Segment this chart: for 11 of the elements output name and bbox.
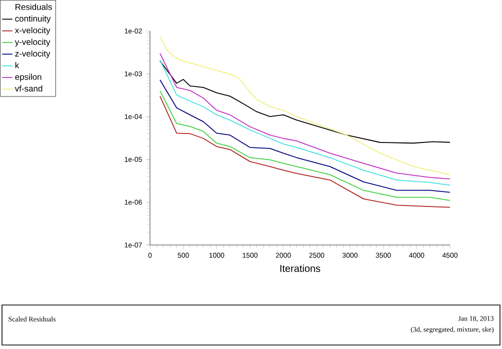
legend-label: vf-sand (14, 85, 42, 92)
legend-label: k (15, 62, 20, 68)
legend-label: continuity (15, 15, 51, 24)
line-series (160, 60, 450, 144)
legend-label: epsilon (15, 74, 42, 82)
x-axis-title: Iterations (280, 264, 320, 272)
legend-label: z-velocity (15, 50, 50, 58)
legend-label: x-velocity (14, 27, 50, 35)
legend-label: y-velocity (14, 38, 50, 47)
line-series (160, 79, 450, 193)
legend-title: Residuals (16, 4, 52, 10)
